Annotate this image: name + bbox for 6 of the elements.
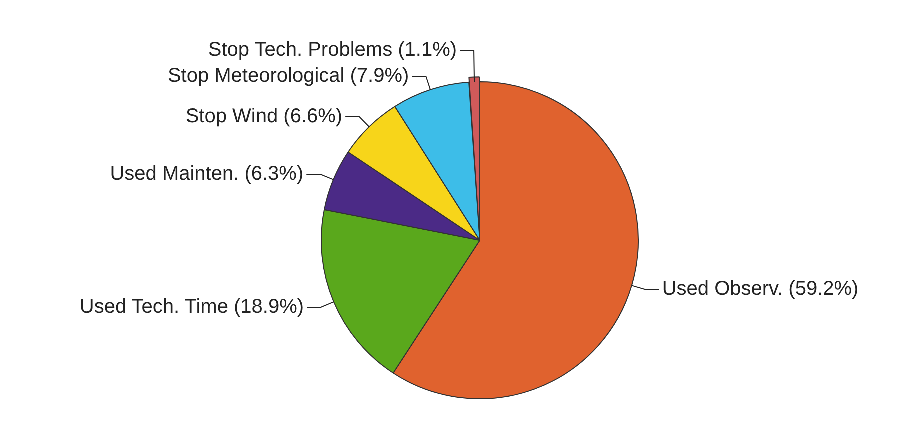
slice-label: Used Tech. Time (18.9%) bbox=[80, 296, 304, 318]
slice-label: Stop Tech. Problems (1.1%) bbox=[208, 39, 458, 62]
slice-label: Stop Meteorological (7.9%) bbox=[168, 65, 410, 88]
slice-label: Used Observ. (59.2%) bbox=[662, 278, 859, 300]
slice-label: Stop Wind (6.6%) bbox=[186, 106, 343, 128]
slice-label: Used Mainten. (6.3%) bbox=[110, 163, 304, 186]
